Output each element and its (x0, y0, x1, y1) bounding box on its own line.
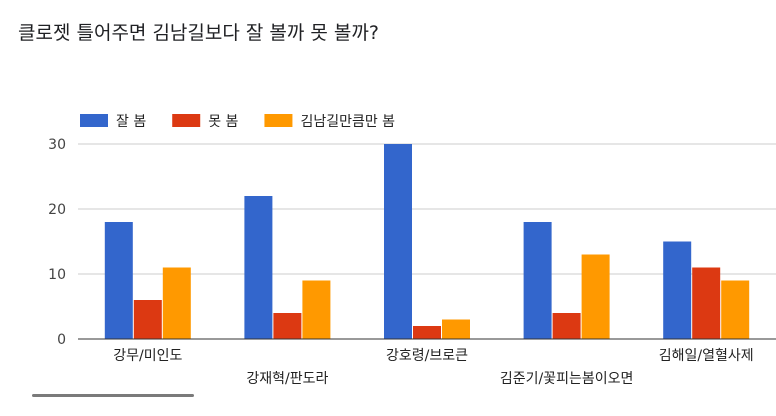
legend: 잘 봄 못 봄 김남길만큼만 봄 (80, 114, 395, 130)
category-label: 강호령/브로큰 (386, 348, 468, 364)
bar (413, 326, 441, 339)
y-tick-label: 30 (48, 137, 66, 153)
y-tick-label: 10 (48, 267, 66, 283)
y-tick-label: 20 (48, 202, 66, 218)
category-label: 강재혁/판도라 (246, 371, 328, 387)
category-label: 강무/미인도 (113, 348, 182, 364)
category-label: 김준기/꽃피는봄이오면 (500, 371, 634, 387)
bar (384, 144, 412, 339)
legend-swatch (264, 114, 293, 127)
bar (523, 222, 552, 339)
bar (244, 196, 273, 339)
legend-swatch (80, 114, 108, 127)
bars (104, 144, 750, 339)
bar (721, 280, 750, 339)
bar (104, 222, 133, 339)
bar (302, 280, 331, 339)
legend-swatch (172, 114, 201, 127)
bar (442, 319, 470, 339)
bar (552, 313, 581, 339)
bar (692, 267, 721, 339)
bar (273, 313, 302, 339)
bar (162, 267, 191, 339)
scroll-indicator[interactable] (32, 394, 194, 397)
bar (581, 254, 610, 339)
legend-label: 잘 봄 (116, 114, 146, 130)
category-label: 김해일/열혈사제 (659, 348, 754, 364)
bar (663, 241, 692, 339)
legend-label: 김남길만큼만 봄 (300, 114, 395, 130)
gridlines (78, 143, 776, 275)
bar (133, 300, 162, 339)
y-tick-label: 0 (57, 332, 66, 348)
legend-label: 못 봄 (208, 114, 238, 130)
chart-title: 클로젯 틀어주면 김남길보다 잘 볼까 못 볼까? (18, 22, 379, 44)
